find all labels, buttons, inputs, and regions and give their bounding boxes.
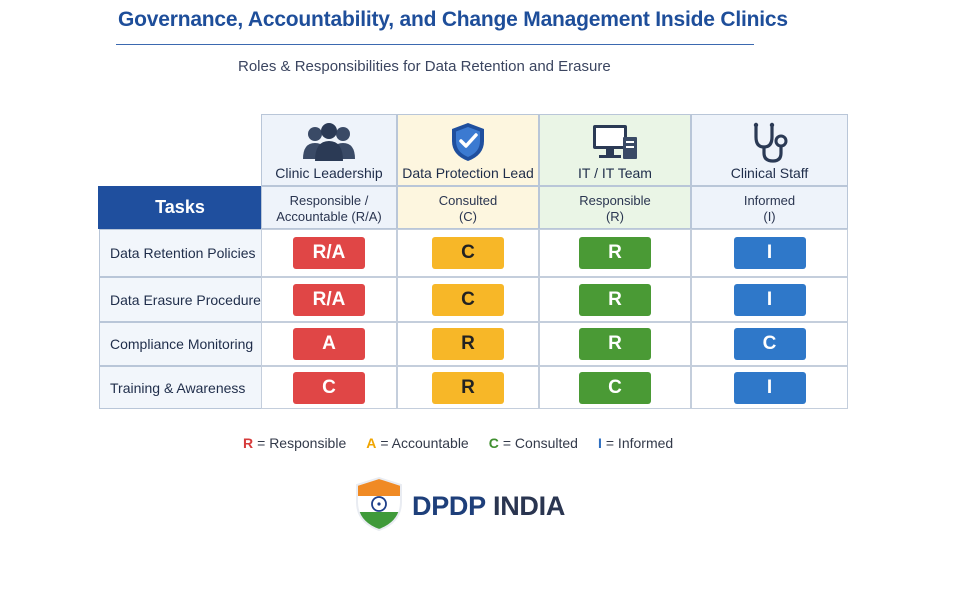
role-subheader: Responsible / Accountable (R/A) [261, 186, 397, 229]
raci-cell: R/A [261, 229, 397, 277]
role-header-it-team: IT / IT Team [539, 114, 691, 186]
raci-badge: R/A [293, 237, 365, 269]
raci-badge: C [432, 237, 504, 269]
raci-cell: R/A [261, 277, 397, 322]
raci-badge: C [579, 371, 651, 404]
legend-item-informed: I = Informed [598, 435, 673, 451]
raci-badge: R [579, 237, 651, 269]
role-name: Data Protection Lead [402, 165, 534, 181]
raci-cell: C [397, 229, 539, 277]
role-responsibility-code: (I) [763, 209, 776, 224]
raci-badge: I [733, 371, 806, 404]
legend-item-consulted: C = Consulted [489, 435, 578, 451]
role-name: Clinical Staff [730, 165, 809, 181]
task-label: Data Erasure Procedures [99, 277, 268, 322]
raci-cell: R [539, 277, 691, 322]
role-header-data-protection-lead: Data Protection Lead [397, 114, 539, 186]
raci-badge: C [293, 371, 365, 404]
raci-cell: I [691, 366, 848, 409]
legend-text: = Consulted [502, 435, 578, 451]
raci-cell: C [691, 322, 848, 366]
legend-key: R [243, 435, 254, 451]
role-subheader: Responsible (R) [539, 186, 691, 229]
raci-badge: A [293, 328, 365, 360]
raci-cell: R [397, 366, 539, 409]
computer-icon [587, 121, 643, 168]
brand-name-part2: INDIA [485, 491, 566, 521]
page-title: Governance, Accountability, and Change M… [118, 8, 788, 31]
role-responsibility-code: Accountable (R/A) [276, 209, 382, 224]
raci-badge: I [733, 283, 806, 316]
raci-badge: R/A [293, 283, 365, 316]
role-header-clinic-leadership: Clinic Leadership [261, 114, 397, 186]
page-subtitle: Roles & Responsibilities for Data Retent… [238, 58, 611, 75]
raci-cell: R [539, 322, 691, 366]
raci-cell: C [539, 366, 691, 409]
legend-key: C [488, 435, 499, 451]
brand-logo: DPDP INDIA [354, 476, 565, 537]
role-responsibility-code: (R) [605, 209, 625, 224]
task-label: Compliance Monitoring [99, 322, 262, 366]
raci-cell: C [261, 366, 397, 409]
raci-badge: C [733, 328, 806, 360]
raci-badge: R [432, 371, 504, 404]
raci-badge: R [579, 328, 651, 360]
role-header-clinical-staff: Clinical Staff [691, 114, 848, 186]
legend-key: I [597, 435, 602, 451]
raci-cell: I [691, 277, 848, 322]
legend-text: = Responsible [257, 435, 347, 451]
role-responsibility: Consulted [438, 193, 498, 208]
india-flag-shield-icon [354, 476, 404, 537]
group-icon [297, 121, 361, 166]
legend: R = Responsible A = Accountable C = Consult… [243, 435, 673, 451]
raci-badge: I [733, 237, 806, 269]
brand-name: DPDP INDIA [412, 491, 565, 522]
brand-name-part1: DPDP [412, 491, 486, 521]
title-divider [116, 44, 754, 45]
raci-cell: I [691, 229, 848, 277]
raci-cell: C [397, 277, 539, 322]
raci-cell: R [539, 229, 691, 277]
role-subheader: Consulted (C) [397, 186, 539, 229]
legend-key: A [366, 435, 377, 451]
role-name: IT / IT Team [578, 165, 652, 181]
task-label: Training & Awareness [99, 366, 262, 409]
legend-text: = Informed [605, 435, 674, 451]
legend-item-accountable: A = Accountable [366, 435, 468, 451]
raci-badge: R [579, 283, 651, 316]
role-responsibility: Responsible [579, 193, 651, 208]
raci-cell: A [261, 322, 397, 366]
raci-badge: C [432, 283, 504, 316]
legend-text: = Accountable [380, 435, 469, 451]
role-responsibility: Responsible / [289, 193, 369, 208]
tasks-header: Tasks [98, 186, 262, 229]
raci-cell: R [397, 322, 539, 366]
role-name: Clinic Leadership [275, 165, 383, 181]
legend-item-responsible: R = Responsible [243, 435, 346, 451]
stethoscope-icon [747, 121, 793, 170]
role-responsibility-code: (C) [458, 209, 478, 224]
role-subheader: Informed (I) [691, 186, 848, 229]
shield-check-icon [448, 121, 488, 168]
raci-badge: R [432, 328, 504, 360]
task-label: Data Retention Policies [99, 229, 262, 277]
role-responsibility: Informed [743, 193, 796, 208]
